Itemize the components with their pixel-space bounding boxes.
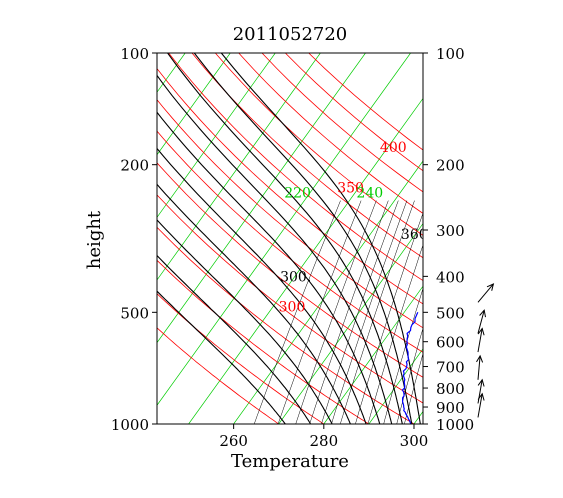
moist-adiabat-line	[157, 254, 312, 424]
isotherm-line	[278, 222, 423, 424]
mixing-ratio-lines	[253, 200, 423, 424]
moist-adiabat-line	[193, 53, 413, 424]
annotation-label: 240	[356, 185, 383, 201]
dry-adiabat-line	[191, 53, 423, 259]
isotherm-line	[157, 53, 411, 406]
mixing-ratio-line	[355, 212, 423, 424]
dry-adiabat-line	[157, 67, 423, 305]
moist-adiabat-line	[167, 53, 403, 424]
annotation-label: 15.0	[538, 193, 563, 209]
annotation-label: 280	[517, 238, 544, 254]
dry-adiabat-line	[157, 293, 325, 424]
mixing-ratio-line	[404, 352, 423, 424]
wind-barb-shaft	[477, 355, 481, 380]
annotation-label: 220	[284, 185, 311, 201]
wind-barbs	[476, 283, 495, 418]
x-tick-label: 300	[400, 432, 429, 450]
right-y-tick-label: 300	[436, 222, 465, 240]
left-y-tick-label: 200	[120, 157, 149, 175]
isotherm-line	[157, 53, 366, 344]
mixing-ratio-line	[340, 200, 415, 424]
isotherm-line	[157, 53, 231, 156]
dry-adiabat-line	[157, 130, 423, 353]
plot-area: 400350300300.360.4205.0010.015.022024026…	[0, 53, 563, 424]
annotation-label: 300	[279, 300, 306, 316]
annotation-label: 300.	[280, 270, 311, 286]
x-axis-label: Temperature	[231, 451, 349, 472]
moist-adiabat-line	[220, 53, 421, 424]
right-y-tick-label: 600	[436, 334, 465, 352]
annotation-label: 400	[380, 140, 407, 156]
isotherm-line	[368, 348, 423, 424]
dry-adiabat-line	[168, 53, 423, 282]
dry-adiabat-line	[157, 162, 423, 378]
annotation-label: 350	[337, 181, 364, 197]
right-y-tick-label: 200	[436, 157, 465, 175]
wind-barb-shaft	[477, 310, 485, 334]
dry-adiabat-line	[157, 259, 370, 424]
wind-barb-head	[477, 327, 485, 336]
mixing-ratio-line	[277, 200, 362, 424]
right-y-tick-label: 400	[436, 268, 465, 286]
isotherm-line	[157, 53, 321, 281]
mixing-ratio-line	[383, 287, 423, 424]
mixing-ratio-line	[367, 244, 423, 424]
annotation-label: 360.	[401, 227, 432, 243]
moist-adiabat-line	[157, 147, 367, 424]
isotherm-line	[323, 285, 423, 424]
moist-adiabat-line	[157, 74, 393, 424]
isotherm-line	[188, 97, 423, 424]
annotation-label: 5.00	[456, 195, 487, 211]
moist-adiabat-line	[157, 183, 351, 424]
wind-barb-head	[486, 283, 495, 291]
axes: 100 200 500 1000 260 280 300 100 200 300 400 500 600…	[111, 45, 474, 450]
right-y-tick-label: 1000	[436, 416, 474, 434]
mixing-ratio-line	[331, 200, 408, 424]
dry-adiabat-line	[157, 327, 279, 424]
wind-barb-head	[479, 309, 486, 318]
dry-adiabat-line	[157, 194, 423, 404]
left-y-tick-label: 1000	[111, 416, 149, 434]
right-y-tick-label: 800	[436, 380, 465, 398]
left-y-tick-label: 500	[120, 304, 149, 322]
mixing-ratio-line	[321, 200, 399, 424]
wind-barb-shaft	[477, 328, 483, 353]
right-y-tick-label: 900	[436, 399, 465, 417]
annotations: 400350300300.360.4205.0010.015.022024026…	[279, 140, 563, 316]
right-y-tick-label: 700	[436, 359, 465, 377]
sounding-series	[401, 312, 419, 424]
moist-adiabat-lines	[157, 53, 421, 424]
moist-adiabat-line	[157, 290, 286, 424]
dry-adiabat-line	[214, 53, 423, 236]
wind-barb-head	[477, 378, 485, 387]
isotherm-line	[157, 53, 276, 218]
wind-barb-shaft	[477, 283, 494, 303]
right-y-tick-label: 100	[436, 45, 465, 63]
annotation-label: 10.0	[493, 193, 524, 209]
wind-barb-head	[477, 392, 485, 401]
x-tick-label: 260	[219, 432, 248, 450]
right-y-tick-label: 500	[436, 304, 465, 322]
isotherm-line	[0, 53, 140, 424]
moist-adiabat-line	[157, 219, 333, 424]
wind-barb-shaft	[477, 393, 483, 418]
sounding-line	[401, 312, 419, 424]
mixing-ratio-line	[253, 200, 341, 424]
x-tick-label: 280	[309, 432, 338, 450]
dry-adiabat-line	[238, 53, 423, 214]
plot-frame	[156, 52, 424, 425]
left-y-tick-label: 100	[120, 45, 149, 63]
mixing-ratio-line	[309, 200, 389, 424]
wind-barb-head	[476, 354, 484, 363]
chart-title: 2011052720	[233, 24, 348, 45]
moist-adiabat-line	[157, 111, 381, 424]
mixing-ratio-line	[295, 200, 377, 424]
y-axis-label: height	[84, 210, 105, 269]
